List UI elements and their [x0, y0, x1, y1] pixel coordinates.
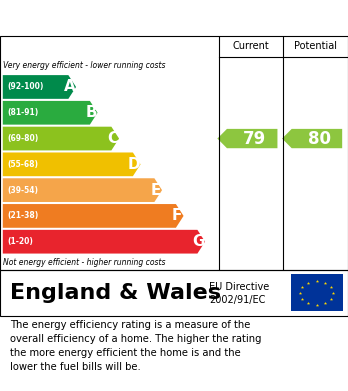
Text: (39-54): (39-54)	[7, 186, 38, 195]
Text: Current: Current	[232, 41, 269, 51]
Polygon shape	[3, 178, 162, 202]
Text: (1-20): (1-20)	[7, 237, 33, 246]
Text: Very energy efficient - lower running costs: Very energy efficient - lower running co…	[3, 61, 165, 70]
Text: England & Wales: England & Wales	[10, 283, 221, 303]
Text: C: C	[107, 131, 118, 146]
Text: Potential: Potential	[294, 41, 337, 51]
Polygon shape	[3, 101, 97, 125]
Text: Energy Efficiency Rating: Energy Efficiency Rating	[60, 9, 288, 27]
Text: F: F	[172, 208, 182, 223]
Text: (92-100): (92-100)	[7, 83, 44, 91]
Polygon shape	[3, 230, 205, 253]
Text: A: A	[64, 79, 76, 95]
Polygon shape	[3, 204, 183, 228]
Polygon shape	[3, 127, 119, 151]
Text: D: D	[128, 157, 141, 172]
Text: B: B	[86, 105, 97, 120]
Text: E: E	[151, 183, 161, 197]
Bar	[291, 274, 343, 311]
Text: 2002/91/EC: 2002/91/EC	[209, 295, 265, 305]
Text: (69-80): (69-80)	[7, 134, 38, 143]
Polygon shape	[3, 152, 141, 176]
Polygon shape	[3, 75, 76, 99]
Text: (55-68): (55-68)	[7, 160, 38, 169]
Text: Not energy efficient - higher running costs: Not energy efficient - higher running co…	[3, 258, 165, 267]
Text: EU Directive: EU Directive	[209, 282, 269, 292]
Polygon shape	[282, 129, 342, 148]
Text: G: G	[192, 234, 205, 249]
Text: 79: 79	[243, 129, 266, 147]
Text: The energy efficiency rating is a measure of the
overall efficiency of a home. T: The energy efficiency rating is a measur…	[10, 320, 262, 372]
Text: 80: 80	[308, 129, 331, 147]
Polygon shape	[218, 129, 277, 148]
Text: (21-38): (21-38)	[7, 212, 38, 221]
Text: (81-91): (81-91)	[7, 108, 38, 117]
